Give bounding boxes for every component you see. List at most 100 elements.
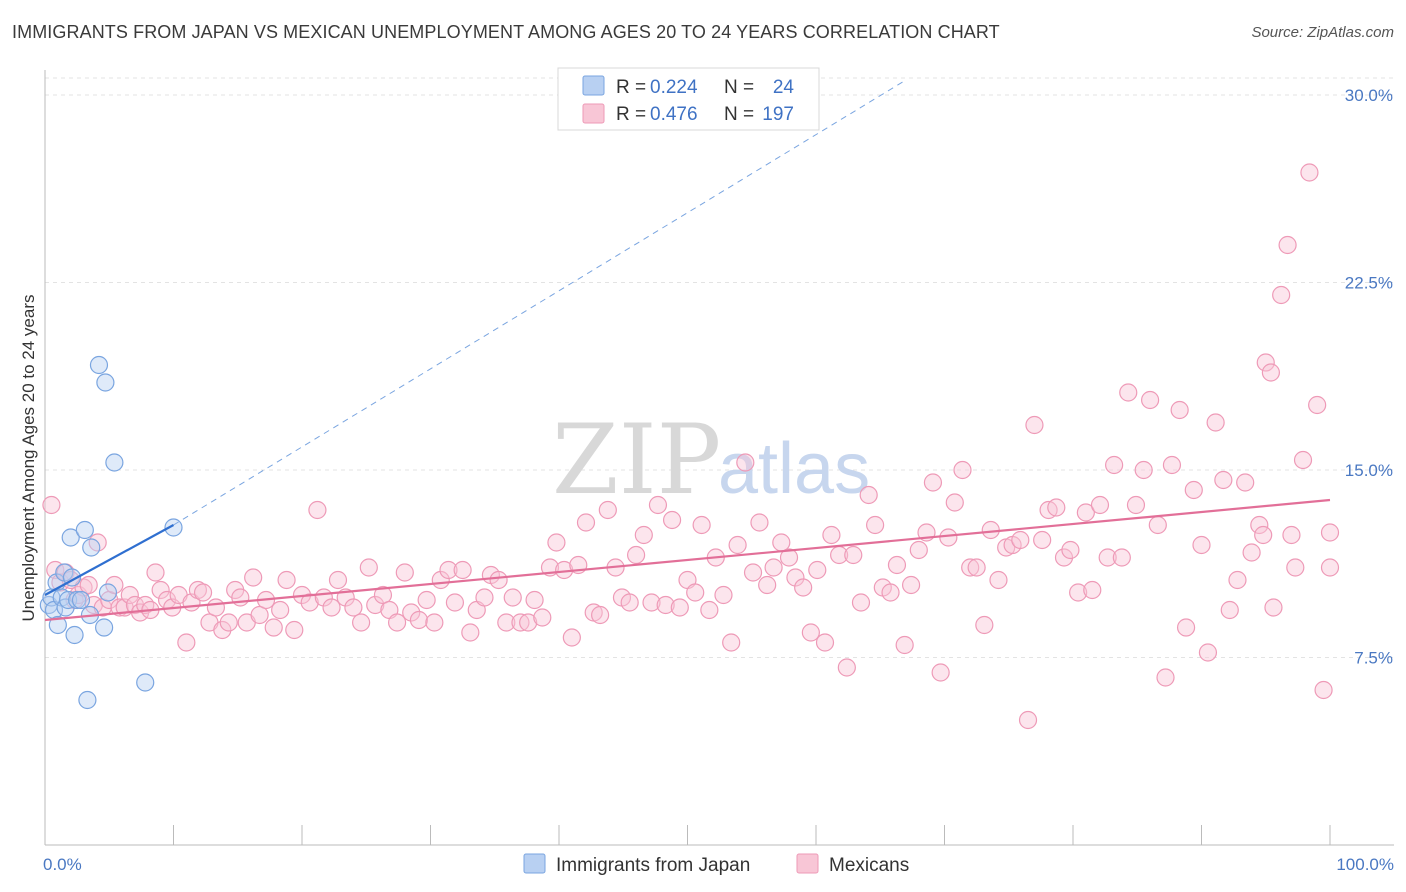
mexicans-point-90 (626, 545, 646, 565)
mexicans-point-77 (533, 608, 552, 627)
mexicans-point-162 (1148, 515, 1167, 535)
mexicans-point-149 (1054, 548, 1074, 567)
mexicans-point-61 (417, 590, 436, 610)
mexicans-point-52 (352, 613, 371, 632)
mexicans-point-54 (366, 595, 385, 615)
mexicans-point-113 (794, 578, 813, 597)
x-tick-label-min: 0.0% (43, 855, 82, 874)
mexicans-point-92 (642, 593, 661, 612)
mexicans-point-132 (931, 663, 950, 682)
legend-swatch-japan (582, 75, 605, 96)
x-axis-ticks (44, 825, 1331, 845)
mexicans-point-122 (859, 485, 878, 505)
mexicans-point-40 (264, 618, 283, 637)
mexicans-point-81 (562, 628, 581, 647)
mexicans-point-128 (901, 575, 921, 595)
mexicans-point-119 (837, 658, 856, 677)
mexicans-point-28 (188, 580, 208, 600)
mexicans-point-179 (1272, 285, 1291, 305)
mexicans-point-154 (1090, 495, 1110, 515)
mexicans-point-55 (373, 585, 393, 605)
mexicans-point-102 (714, 585, 733, 605)
legend-n-value-japan: 24 (773, 77, 795, 98)
mexicans-point-100 (700, 600, 719, 620)
mexicans-point-16 (120, 585, 139, 605)
mexicans-point-26 (177, 633, 196, 652)
mexicans-point-153 (1083, 580, 1102, 600)
mexicans-point-181 (1286, 558, 1305, 577)
mexicans-point-123 (866, 515, 885, 535)
mexicans-point-148 (1047, 498, 1066, 517)
mexicans-point-144 (1018, 710, 1038, 730)
watermark-atlas: atlas (718, 429, 870, 509)
mexicans-point-160 (1134, 460, 1153, 480)
mexicans-point-89 (620, 593, 639, 612)
mexicans-point-110 (772, 533, 791, 552)
mexicans-point-121 (851, 593, 871, 612)
mexicans-point-137 (967, 558, 986, 577)
mexicans-point-129 (909, 540, 928, 560)
mexicans-point-96 (670, 598, 689, 617)
mexicans-point-65 (445, 593, 465, 612)
legend-r-value-mexicans: 0.476 (650, 104, 698, 125)
bottom-legend-swatch-mexicans (796, 853, 819, 874)
mexicans-point-140 (989, 570, 1008, 590)
legend: R = 0.224 N = 24 R = 0.476 N = 197 (557, 67, 820, 131)
mexicans-point-45 (300, 593, 319, 612)
japan-point-13 (71, 590, 91, 610)
mexicans-point-72 (497, 613, 516, 632)
mexicans-point-49 (328, 570, 348, 590)
mexicans-point-66 (453, 560, 472, 580)
japan-point-18 (89, 355, 109, 375)
mexicans-point-91 (634, 525, 653, 545)
legend-r-value-japan: 0.224 (650, 77, 698, 98)
mexicans-point-59 (402, 603, 421, 622)
mexicans-point-186 (1320, 558, 1340, 577)
mexicans-point-151 (1069, 583, 1088, 602)
y-tick-label-1: 15.0% (1345, 461, 1393, 480)
mexicans-point-73 (503, 588, 522, 607)
y-axis-label: Unemployment Among Ages 20 to 24 years (19, 295, 38, 622)
mexicans-point-135 (953, 460, 972, 480)
mexicans-point-157 (1112, 548, 1131, 567)
mexicans-point-33 (219, 613, 238, 632)
mexicans-point-150 (1061, 540, 1080, 560)
mexicans-point-94 (656, 595, 675, 615)
mexicans-point-79 (547, 533, 566, 552)
mexicans-trend-line (44, 498, 1331, 622)
mexicans-point-156 (1105, 455, 1124, 475)
mexicans-point-134 (945, 493, 964, 512)
mexicans-point-120 (844, 545, 863, 565)
mexicans-point-95 (662, 510, 682, 530)
mexicans-point-98 (686, 583, 705, 602)
mexicans-point-187 (1320, 523, 1340, 542)
mexicans-point-133 (939, 528, 958, 547)
mexicans-point-163 (1156, 668, 1175, 687)
mexicans-point-138 (975, 615, 994, 635)
legend-r-label-japan: R = (616, 77, 646, 98)
mexicans-point-104 (728, 535, 747, 555)
mexicans-point-172 (1220, 600, 1239, 620)
bottom-legend: Immigrants from Japan Mexicans (523, 853, 909, 876)
mexicans-point-111 (779, 548, 799, 567)
mexicans-point-86 (598, 500, 617, 520)
y-tick-label-2: 22.5% (1345, 274, 1393, 293)
mexicans-point-168 (1192, 535, 1211, 555)
mexicans-point-38 (250, 605, 269, 625)
legend-r-label-mexicans: R = (616, 104, 646, 125)
mexicans-point-126 (887, 555, 907, 575)
mexicans-point-175 (1242, 543, 1261, 562)
watermark-zip: ZIP (552, 404, 721, 516)
mexicans-point-159 (1126, 495, 1146, 515)
legend-n-label-japan: N = (724, 77, 754, 98)
mexicans-point-103 (722, 633, 741, 652)
mexicans-point-183 (1300, 163, 1319, 182)
mexicans-point-116 (815, 633, 835, 652)
mexicans-point-46 (308, 500, 327, 520)
mexicans-point-106 (743, 563, 763, 582)
mexicans-point-43 (285, 620, 304, 640)
mexicans-point-41 (271, 600, 290, 620)
mexicans-point-32 (213, 620, 232, 640)
mexicans-point-166 (1176, 618, 1196, 637)
mexicans-point-57 (387, 613, 407, 632)
